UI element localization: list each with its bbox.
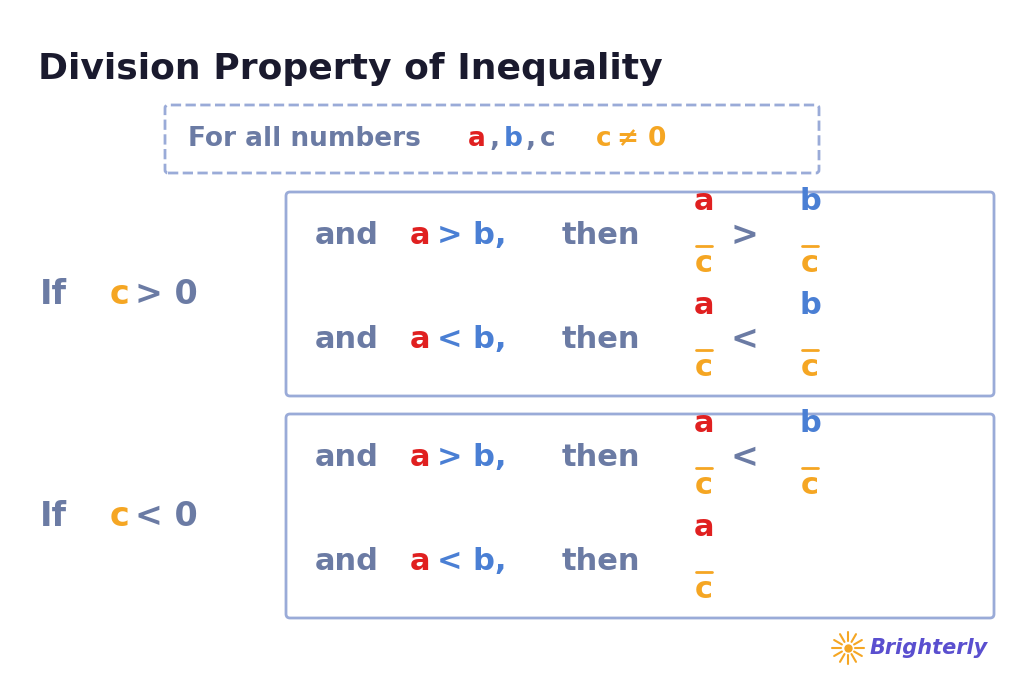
Text: a: a xyxy=(693,291,715,320)
FancyBboxPatch shape xyxy=(165,105,819,173)
Text: < b,: < b, xyxy=(437,326,507,354)
Text: Brighterly: Brighterly xyxy=(870,638,988,658)
Text: a: a xyxy=(693,513,715,542)
Text: <: < xyxy=(730,324,758,357)
Text: a: a xyxy=(410,548,430,576)
Text: > b,: > b, xyxy=(437,221,507,251)
Text: then: then xyxy=(562,443,640,473)
Text: b: b xyxy=(799,291,821,320)
Text: c: c xyxy=(110,499,130,533)
Text: c: c xyxy=(695,249,713,278)
Text: a: a xyxy=(693,187,715,216)
Text: and: and xyxy=(315,221,379,251)
Text: c: c xyxy=(110,277,130,311)
Text: a: a xyxy=(410,326,430,354)
Text: c: c xyxy=(596,126,611,152)
Text: a: a xyxy=(410,221,430,251)
Text: b: b xyxy=(799,187,821,216)
Text: <: < xyxy=(730,441,758,475)
Text: ,: , xyxy=(526,126,537,152)
Text: c: c xyxy=(801,249,819,278)
Text: If: If xyxy=(40,277,67,311)
Text: For all numbers: For all numbers xyxy=(188,126,421,152)
Text: ≠: ≠ xyxy=(616,126,638,152)
Text: and: and xyxy=(315,443,379,473)
Text: and: and xyxy=(315,326,379,354)
Text: c: c xyxy=(801,353,819,382)
Text: b: b xyxy=(504,126,523,152)
Text: then: then xyxy=(562,548,640,576)
Text: c: c xyxy=(695,353,713,382)
Text: >: > xyxy=(730,219,758,253)
Text: a: a xyxy=(410,443,430,473)
Text: c: c xyxy=(801,471,819,500)
Text: < b,: < b, xyxy=(437,548,507,576)
Text: c: c xyxy=(695,471,713,500)
Text: c: c xyxy=(695,575,713,604)
FancyBboxPatch shape xyxy=(286,414,994,618)
Text: If: If xyxy=(40,499,67,533)
Text: a: a xyxy=(693,409,715,438)
Text: then: then xyxy=(562,326,640,354)
Text: ,: , xyxy=(490,126,500,152)
Text: > 0: > 0 xyxy=(135,277,198,311)
Text: Division Property of Inequality: Division Property of Inequality xyxy=(38,52,663,86)
Text: 0: 0 xyxy=(648,126,667,152)
FancyBboxPatch shape xyxy=(286,192,994,396)
Text: > b,: > b, xyxy=(437,443,507,473)
Text: and: and xyxy=(315,548,379,576)
Text: a: a xyxy=(468,126,485,152)
Text: then: then xyxy=(562,221,640,251)
Text: < 0: < 0 xyxy=(135,499,198,533)
Text: c: c xyxy=(540,126,556,152)
Text: b: b xyxy=(799,409,821,438)
